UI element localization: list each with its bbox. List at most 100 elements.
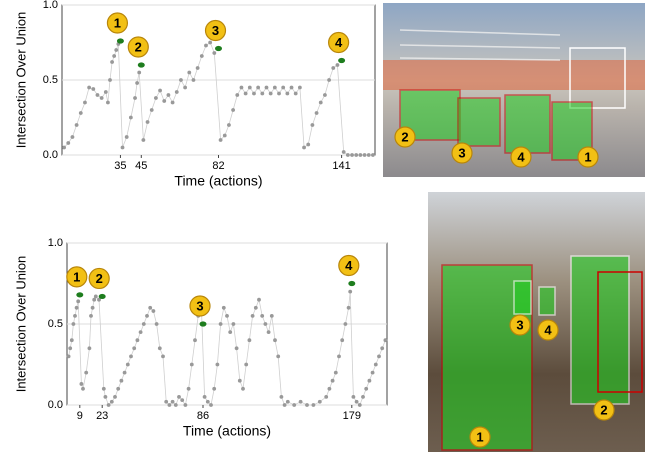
data-point: [240, 86, 244, 90]
data-point: [231, 108, 235, 112]
x-tick-label: 141: [332, 160, 350, 172]
data-point: [244, 363, 248, 367]
data-point: [384, 338, 388, 342]
data-point: [158, 89, 162, 93]
data-point: [152, 309, 156, 313]
data-point: [256, 86, 260, 90]
data-point: [184, 403, 188, 407]
data-point: [227, 123, 231, 127]
data-point: [222, 306, 226, 310]
data-point: [68, 346, 72, 350]
data-point: [71, 135, 75, 139]
data-point: [168, 403, 172, 407]
data-point: [380, 346, 384, 350]
y-tick-label: 1.0: [43, 0, 58, 11]
badge-label: 4: [544, 322, 552, 337]
data-point: [174, 403, 178, 407]
data-point: [344, 322, 348, 326]
data-point: [161, 355, 165, 359]
data-point: [363, 153, 367, 157]
data-point: [209, 403, 213, 407]
data-point: [260, 92, 264, 96]
data-point: [244, 92, 248, 96]
data-point: [354, 153, 358, 157]
data-point: [267, 330, 271, 334]
badge-label: 3: [458, 145, 465, 160]
data-point: [80, 382, 84, 386]
highlight-point: [117, 38, 124, 43]
y-axis-label: Intersection Over Union: [13, 12, 28, 149]
data-point: [264, 322, 268, 326]
data-point: [241, 387, 245, 391]
highlight-point: [215, 46, 222, 51]
data-point: [146, 120, 150, 124]
data-point: [203, 395, 207, 399]
data-point: [251, 314, 255, 318]
data-point: [141, 138, 145, 142]
data-point: [114, 48, 118, 52]
y-tick-label: 0.0: [43, 149, 58, 161]
data-point: [175, 90, 179, 94]
data-point: [142, 322, 146, 326]
data-point: [88, 346, 92, 350]
data-point: [323, 93, 327, 97]
highlight-point: [338, 58, 345, 63]
data-point: [192, 78, 196, 82]
data-point: [294, 92, 298, 96]
badge-label: 2: [135, 39, 142, 54]
data-point: [292, 403, 296, 407]
highlight-point: [76, 292, 83, 297]
figure: 0.00.51.0354582141Time (actions)Intersec…: [0, 0, 650, 454]
data-point: [79, 111, 83, 115]
data-point: [136, 338, 140, 342]
data-point: [248, 86, 252, 90]
data-point: [235, 93, 239, 97]
data-point: [155, 322, 159, 326]
data-point: [252, 92, 256, 96]
data-point: [164, 400, 168, 404]
data-point: [102, 387, 106, 391]
data-point: [154, 96, 158, 100]
data-point: [318, 400, 322, 404]
x-tick-label: 179: [343, 410, 361, 422]
data-point: [158, 346, 162, 350]
data-point: [139, 330, 143, 334]
data-point: [200, 54, 204, 58]
data-point: [171, 101, 175, 105]
data-point: [108, 78, 112, 82]
data-point: [106, 101, 110, 105]
data-point: [121, 146, 125, 150]
data-point: [167, 93, 171, 97]
data-point: [91, 87, 95, 91]
data-point: [219, 138, 223, 142]
data-point: [248, 338, 252, 342]
data-point: [112, 54, 116, 58]
data-point: [70, 338, 74, 342]
data-point: [306, 143, 310, 147]
x-axis-label: Time (actions): [174, 173, 262, 189]
data-point: [148, 306, 152, 310]
data-point: [73, 314, 77, 318]
data-point: [91, 306, 95, 310]
data-point: [183, 86, 187, 90]
data-point: [336, 63, 340, 67]
data-point: [273, 338, 277, 342]
data-point: [315, 111, 319, 115]
data-point: [254, 306, 258, 310]
data-point: [208, 41, 212, 45]
data-point: [150, 108, 154, 112]
data-point: [110, 400, 114, 404]
y-tick-label: 0.5: [43, 74, 58, 86]
data-point: [290, 86, 294, 90]
data-point: [180, 398, 184, 402]
data-point: [361, 395, 365, 399]
badge-label: 4: [345, 258, 353, 273]
data-point: [277, 92, 281, 96]
data-point: [92, 298, 96, 302]
data-point: [187, 71, 191, 75]
badge-label: 1: [584, 149, 591, 164]
badge-label: 3: [212, 23, 219, 38]
data-point: [352, 395, 356, 399]
data-point: [319, 101, 323, 105]
data-point: [298, 86, 302, 90]
